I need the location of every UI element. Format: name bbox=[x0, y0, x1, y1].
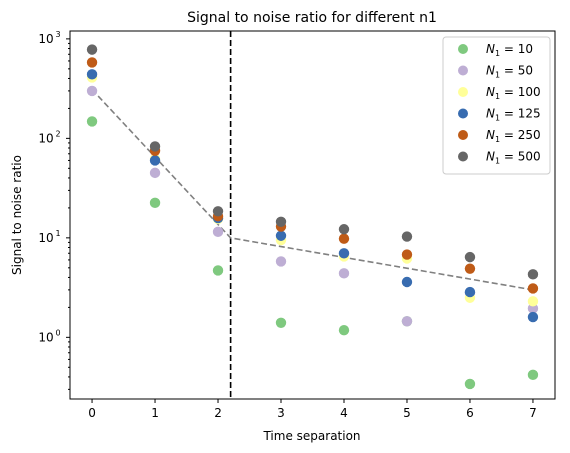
data-point bbox=[149, 141, 161, 152]
data-point bbox=[212, 265, 224, 276]
x-axis-label: Time separation bbox=[262, 429, 360, 443]
legend-item: N1 = 500 bbox=[458, 150, 541, 166]
legend-label: N1 = 125 bbox=[486, 107, 541, 123]
data-point bbox=[338, 224, 350, 235]
data-point bbox=[527, 269, 539, 280]
fit-line bbox=[91, 88, 534, 291]
series-5 bbox=[86, 44, 539, 280]
data-point bbox=[464, 378, 476, 390]
y-tick-label: 10 bbox=[38, 32, 53, 46]
legend-marker bbox=[458, 151, 468, 162]
data-point bbox=[212, 226, 224, 238]
x-tick-label: 2 bbox=[214, 406, 222, 420]
y-tick-exponent: 2 bbox=[55, 129, 60, 138]
legend-marker bbox=[458, 108, 468, 119]
legend-marker bbox=[458, 44, 468, 54]
legend-item: N1 = 50 bbox=[458, 64, 533, 80]
data-point bbox=[149, 197, 161, 209]
legend-item: N1 = 125 bbox=[458, 107, 541, 123]
data-point bbox=[86, 116, 98, 127]
legend-marker bbox=[458, 130, 468, 140]
x-tick-label: 3 bbox=[277, 406, 285, 420]
data-point bbox=[212, 206, 224, 217]
data-point bbox=[275, 230, 287, 241]
x-axis: 0 1 2 3 4 5 6 7 bbox=[88, 399, 537, 420]
x-tick-label: 6 bbox=[466, 406, 474, 420]
y-tick-label: 10 bbox=[38, 131, 53, 145]
y-axis-label: Signal to noise ratio bbox=[10, 155, 24, 275]
data-point bbox=[338, 248, 350, 259]
legend-label: N1 = 100 bbox=[486, 85, 541, 101]
data-point bbox=[527, 283, 539, 294]
x-tick-label: 7 bbox=[529, 406, 537, 420]
plot-area bbox=[86, 31, 539, 399]
data-point bbox=[401, 231, 413, 242]
data-point bbox=[401, 249, 413, 260]
data-point bbox=[464, 286, 476, 298]
data-point bbox=[275, 216, 287, 227]
data-point bbox=[275, 317, 287, 329]
legend-marker bbox=[458, 65, 468, 76]
data-point bbox=[149, 155, 161, 166]
plot-frame bbox=[69, 30, 556, 400]
data-point bbox=[149, 167, 161, 179]
legend-label: N1 = 250 bbox=[486, 128, 541, 144]
data-point bbox=[86, 44, 98, 55]
legend-label: N1 = 10 bbox=[486, 42, 533, 58]
data-point bbox=[527, 296, 539, 307]
data-point bbox=[338, 268, 350, 279]
y-tick-label: 10 bbox=[38, 330, 53, 344]
legend: N1 = 10 N1 = 50 N1 = 100 N1 = 125 N1 = 250 N1… bbox=[442, 36, 551, 175]
chart-title: Signal to noise ratio for different n1 bbox=[187, 10, 437, 26]
data-point bbox=[338, 233, 350, 244]
legend-item: N1 = 250 bbox=[458, 128, 541, 144]
data-point bbox=[401, 276, 413, 288]
data-point bbox=[464, 263, 476, 274]
data-point bbox=[86, 69, 98, 80]
y-tick-exponent: 0 bbox=[55, 328, 60, 337]
data-point bbox=[527, 303, 539, 314]
legend-item: N1 = 10 bbox=[458, 42, 533, 58]
legend-item: N1 = 100 bbox=[458, 85, 541, 101]
data-point bbox=[527, 311, 539, 323]
data-point bbox=[464, 251, 476, 263]
x-tick-label: 5 bbox=[403, 406, 411, 420]
x-tick-label: 0 bbox=[88, 406, 96, 420]
legend-marker bbox=[458, 87, 468, 97]
legend-frame bbox=[442, 36, 551, 175]
legend-label: N1 = 50 bbox=[486, 64, 533, 80]
data-point bbox=[338, 324, 350, 336]
data-point bbox=[401, 316, 413, 327]
data-point bbox=[275, 256, 287, 267]
legend-label: N1 = 500 bbox=[486, 150, 541, 166]
data-point bbox=[527, 369, 539, 381]
x-tick-label: 4 bbox=[340, 406, 348, 420]
y-tick-exponent: 3 bbox=[55, 30, 60, 39]
y-tick-label: 10 bbox=[38, 231, 53, 245]
y-tick-exponent: 1 bbox=[55, 229, 60, 238]
x-tick-label: 1 bbox=[151, 406, 159, 420]
data-point bbox=[86, 85, 98, 97]
data-point bbox=[86, 57, 98, 68]
